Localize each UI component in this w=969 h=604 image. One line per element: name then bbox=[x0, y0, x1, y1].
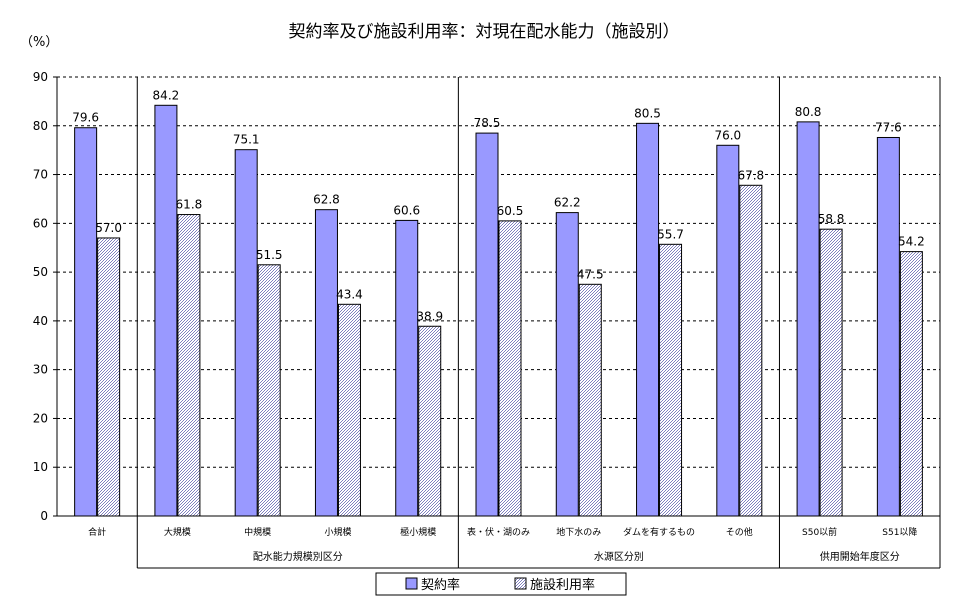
y-tick-label: 70 bbox=[33, 168, 48, 182]
data-label: 79.6 bbox=[72, 111, 99, 125]
group-label: 供用開始年度区分 bbox=[820, 550, 900, 563]
y-tick-label: 0 bbox=[40, 509, 48, 523]
bar-contract-rate bbox=[555, 212, 579, 517]
y-tick-label: 10 bbox=[33, 460, 48, 474]
data-label: 84.2 bbox=[153, 88, 180, 102]
data-label: 75.1 bbox=[233, 133, 260, 147]
data-label: 43.4 bbox=[336, 287, 363, 301]
bar-facility-utilization bbox=[97, 237, 121, 517]
legend-swatch-contract-rate bbox=[405, 577, 418, 590]
x-category-label: その他 bbox=[726, 526, 753, 538]
bar-contract-rate bbox=[876, 136, 900, 517]
bar-facility-utilization bbox=[659, 243, 683, 517]
bar-contract-rate bbox=[154, 104, 178, 517]
data-label: 60.6 bbox=[393, 203, 420, 217]
x-category-label: 合計 bbox=[88, 526, 106, 538]
bar-contract-rate bbox=[74, 127, 98, 517]
y-tick-label: 20 bbox=[33, 411, 48, 425]
data-label: 60.5 bbox=[497, 204, 524, 218]
bar-facility-utilization bbox=[578, 283, 602, 517]
legend-label-contract-rate: 契約率 bbox=[421, 577, 460, 593]
x-category-label: 小規模 bbox=[324, 527, 351, 538]
data-label: 61.8 bbox=[176, 198, 203, 212]
y-tick-label: 40 bbox=[33, 314, 48, 328]
data-label: 67.8 bbox=[737, 168, 764, 182]
bar-facility-utilization bbox=[498, 220, 522, 517]
bar-facility-utilization bbox=[899, 251, 923, 517]
data-label: 62.8 bbox=[313, 193, 340, 207]
bar-facility-utilization bbox=[418, 325, 442, 517]
x-category-label: S51以降 bbox=[882, 526, 917, 538]
bar-facility-utilization bbox=[337, 303, 361, 517]
data-label: 47.5 bbox=[577, 267, 604, 281]
data-label: 78.5 bbox=[474, 116, 501, 130]
legend-swatch-facility-utilization bbox=[514, 577, 527, 590]
group-label: 水源区分別 bbox=[594, 550, 644, 563]
bar-contract-rate bbox=[716, 144, 740, 517]
bar-contract-rate bbox=[475, 132, 499, 517]
x-category-label: 極小規模 bbox=[400, 526, 436, 538]
y-tick-label: 50 bbox=[33, 265, 48, 279]
bar-facility-utilization bbox=[177, 214, 201, 517]
bar-contract-rate bbox=[395, 219, 419, 517]
x-category-label: 表・伏・湖のみ bbox=[467, 526, 530, 538]
legend: 契約率 施設利用率 bbox=[375, 572, 627, 596]
data-label: 51.5 bbox=[256, 248, 283, 262]
y-axis-unit: （%） bbox=[20, 35, 58, 50]
data-label: 77.6 bbox=[875, 120, 902, 134]
y-tick-label: 30 bbox=[33, 363, 48, 377]
y-tick-label: 80 bbox=[33, 119, 48, 133]
legend-label-facility-utilization: 施設利用率 bbox=[530, 577, 595, 593]
axes: 0 10 20 30 40 50 60 70 80 90 合計 大規模 中規模 小規模 極小規模 表・伏・湖の… bbox=[33, 70, 941, 569]
bars bbox=[74, 104, 923, 517]
bar-contract-rate bbox=[314, 209, 338, 517]
data-label: 80.8 bbox=[795, 105, 822, 119]
chart-title: 契約率及び施設利用率：対現在配水能力（施設別） bbox=[289, 22, 680, 42]
data-label: 38.9 bbox=[416, 309, 443, 323]
data-label: 76.0 bbox=[714, 128, 741, 142]
bar-contract-rate bbox=[234, 149, 258, 517]
data-label: 55.7 bbox=[657, 227, 684, 241]
y-tick-label: 90 bbox=[33, 70, 48, 84]
x-category-label: ダムを有するもの bbox=[623, 526, 695, 538]
data-labels: 79.6 57.0 84.2 61.8 75.1 51.5 62.8 43.4 60.6 38.9… bbox=[72, 88, 924, 323]
x-category-label: 中規模 bbox=[244, 526, 271, 538]
group-label: 配水能力規模別区分 bbox=[253, 550, 343, 563]
x-category-label: 大規模 bbox=[164, 526, 191, 538]
bar-facility-utilization bbox=[257, 264, 281, 517]
data-label: 57.0 bbox=[95, 221, 122, 235]
bar-facility-utilization bbox=[739, 184, 763, 517]
data-label: 62.2 bbox=[554, 196, 581, 210]
bar-facility-utilization bbox=[819, 228, 843, 517]
data-label: 80.5 bbox=[634, 106, 661, 120]
bar-contract-rate bbox=[636, 122, 660, 517]
x-category-label: S50以前 bbox=[802, 526, 837, 538]
bar-contract-rate bbox=[796, 121, 820, 517]
data-label: 54.2 bbox=[898, 235, 925, 249]
legend-box bbox=[375, 572, 627, 596]
x-category-label: 地下水のみ bbox=[556, 526, 601, 538]
data-label: 58.8 bbox=[818, 212, 845, 226]
y-tick-label: 60 bbox=[33, 216, 48, 230]
